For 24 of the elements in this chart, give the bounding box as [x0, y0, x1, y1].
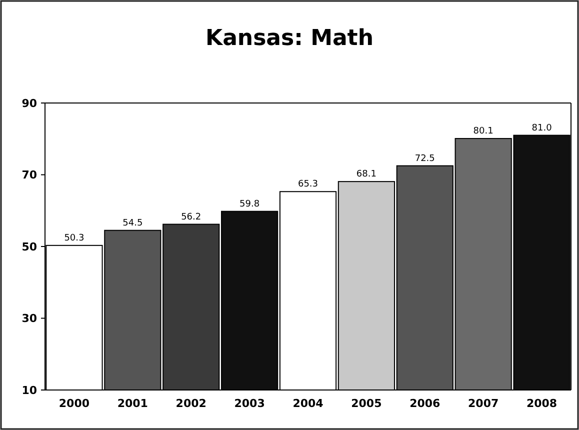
data-label: 68.1 — [356, 170, 376, 180]
x-tick-label: 2005 — [351, 397, 382, 410]
x-tick-label: 2001 — [117, 397, 148, 410]
data-label: 80.1 — [473, 126, 494, 137]
data-label: 81.0 — [532, 123, 552, 134]
y-tick-label: 30 — [22, 312, 38, 326]
y-tick-label: 10 — [22, 384, 38, 397]
x-tick-label: 2006 — [410, 397, 441, 410]
y-tick-label: 90 — [22, 96, 38, 110]
y-tick-label: 70 — [22, 168, 38, 182]
x-tick-label: 2000 — [58, 397, 90, 410]
x-tick-label: 2002 — [176, 397, 206, 410]
x-tick-label: 2004 — [292, 397, 324, 410]
data-label: 50.3 — [64, 233, 84, 244]
x-tick-label: 2007 — [468, 397, 499, 410]
data-label: 54.5 — [122, 218, 143, 228]
data-label: 59.8 — [240, 199, 260, 210]
x-tick-label: 2008 — [526, 397, 558, 410]
y-tick-label: 50 — [22, 240, 38, 254]
data-label: 56.2 — [181, 212, 202, 222]
data-label: 65.3 — [298, 180, 318, 190]
x-tick-label: 2003 — [234, 397, 265, 410]
data-label: 72.5 — [414, 154, 435, 164]
chart-title: Kansas: Math — [206, 26, 374, 51]
